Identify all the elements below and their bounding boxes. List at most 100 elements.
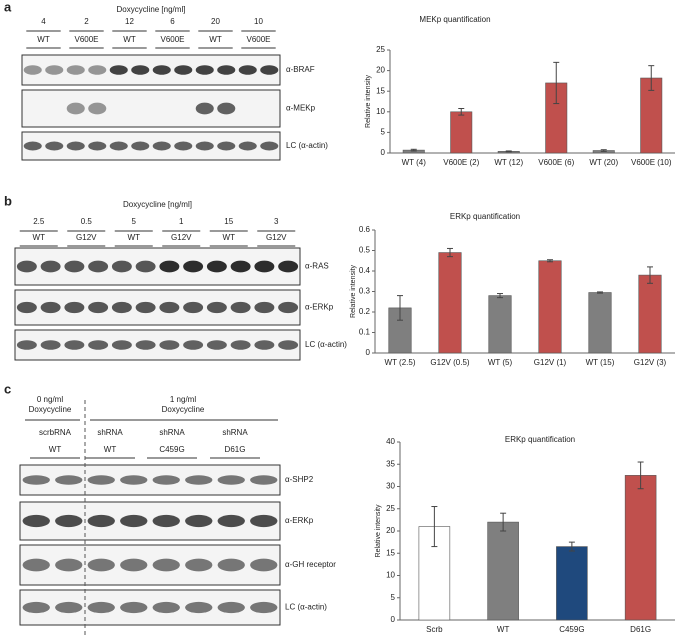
y-tick-label: 5 [381, 128, 386, 137]
dose-label: 3 [274, 217, 279, 226]
genotype-label: WT [223, 233, 236, 242]
dose-label: 10 [254, 17, 263, 26]
genotype-label: G12V [171, 233, 192, 242]
band [217, 475, 245, 485]
row-label: LC (α-actin) [285, 603, 327, 612]
band [88, 340, 109, 350]
error-bar [500, 512, 507, 532]
genotype-label: V600E [74, 35, 98, 44]
x-tick-label: WT (2.5) [385, 358, 416, 367]
error-bar [410, 148, 417, 152]
row-label: α-ERKp [285, 516, 314, 525]
band [206, 340, 227, 350]
blot-header: Doxycycline [ng/ml] [117, 5, 186, 14]
band [55, 601, 83, 614]
band [40, 301, 61, 314]
error-bar [431, 506, 438, 548]
row-label: α-SHP2 [285, 475, 314, 484]
y-axis-label: Relative intensity [350, 265, 357, 318]
band [250, 475, 278, 485]
band [183, 340, 204, 350]
genotype-label: G12V [76, 233, 97, 242]
y-tick-label: 0 [381, 148, 386, 157]
x-tick-label: G12V (3) [634, 358, 667, 367]
y-tick-label: 35 [386, 459, 395, 468]
dose-label: 2 [84, 17, 89, 26]
band [22, 558, 50, 572]
dose-label: 2.5 [33, 217, 45, 226]
band [109, 65, 128, 75]
x-tick-label: WT (15) [586, 358, 615, 367]
band [174, 65, 193, 75]
band [152, 141, 171, 151]
band [250, 601, 278, 614]
y-tick-label: 0.1 [359, 328, 371, 337]
band [238, 65, 257, 75]
band [64, 340, 85, 350]
x-tick-label: V600E (6) [538, 158, 574, 167]
band [135, 301, 156, 314]
error-bar [547, 259, 553, 263]
band [66, 65, 85, 75]
error-bar [647, 266, 653, 284]
blot-box [21, 89, 281, 128]
x-tick-label: C459G [559, 625, 584, 634]
chart-title: MEKp quantification [419, 15, 490, 24]
band [55, 558, 83, 572]
error-bar [397, 295, 403, 321]
band [217, 558, 245, 572]
dose-label: 1 [179, 217, 184, 226]
band [88, 65, 107, 75]
bar [588, 292, 612, 354]
dose-label: 0.5 [81, 217, 93, 226]
band [230, 340, 251, 350]
row-label: α-RAS [305, 262, 329, 271]
band [195, 65, 214, 75]
blot-header: Doxycycline [ng/ml] [123, 200, 192, 209]
genotype-label: WT [209, 35, 222, 44]
band [111, 340, 132, 350]
band [195, 102, 214, 115]
band [185, 514, 213, 528]
band [131, 141, 150, 151]
bar [624, 475, 657, 621]
genotype-label: WT [37, 35, 50, 44]
x-tick-label: WT (20) [589, 158, 618, 167]
band [135, 260, 156, 273]
band [131, 65, 150, 75]
band [88, 141, 107, 151]
band [260, 141, 279, 151]
y-tick-label: 0.6 [359, 225, 371, 234]
y-tick-label: 0 [391, 615, 396, 624]
band [45, 141, 64, 151]
band [254, 340, 275, 350]
genotype-label: WT [33, 233, 46, 242]
x-tick-label: WT (4) [402, 158, 427, 167]
error-bar [600, 149, 607, 152]
band [185, 475, 213, 485]
band [260, 65, 279, 75]
band [55, 475, 83, 485]
y-tick-label: 15 [376, 86, 385, 95]
band [185, 601, 213, 614]
y-tick-label: 5 [391, 593, 396, 602]
y-axis-label: Relative intensity [375, 504, 382, 557]
bar [638, 274, 662, 354]
y-tick-label: 25 [376, 45, 385, 54]
group-line1: scrbRNA [39, 428, 72, 437]
y-tick-label: 15 [386, 548, 395, 557]
chart-title: ERKp quantification [450, 212, 520, 221]
band [135, 340, 156, 350]
panel-label: b [4, 193, 12, 208]
band [152, 65, 171, 75]
band [88, 102, 107, 115]
chart-title: ERKp quantification [505, 435, 575, 444]
row-label: α-MEKp [286, 104, 316, 113]
error-bar [497, 293, 503, 299]
bar [556, 546, 588, 621]
group-line1: shRNA [159, 428, 185, 437]
genotype-label: V600E [160, 35, 184, 44]
band [120, 514, 148, 528]
y-tick-label: 30 [386, 482, 395, 491]
bar [538, 260, 562, 354]
